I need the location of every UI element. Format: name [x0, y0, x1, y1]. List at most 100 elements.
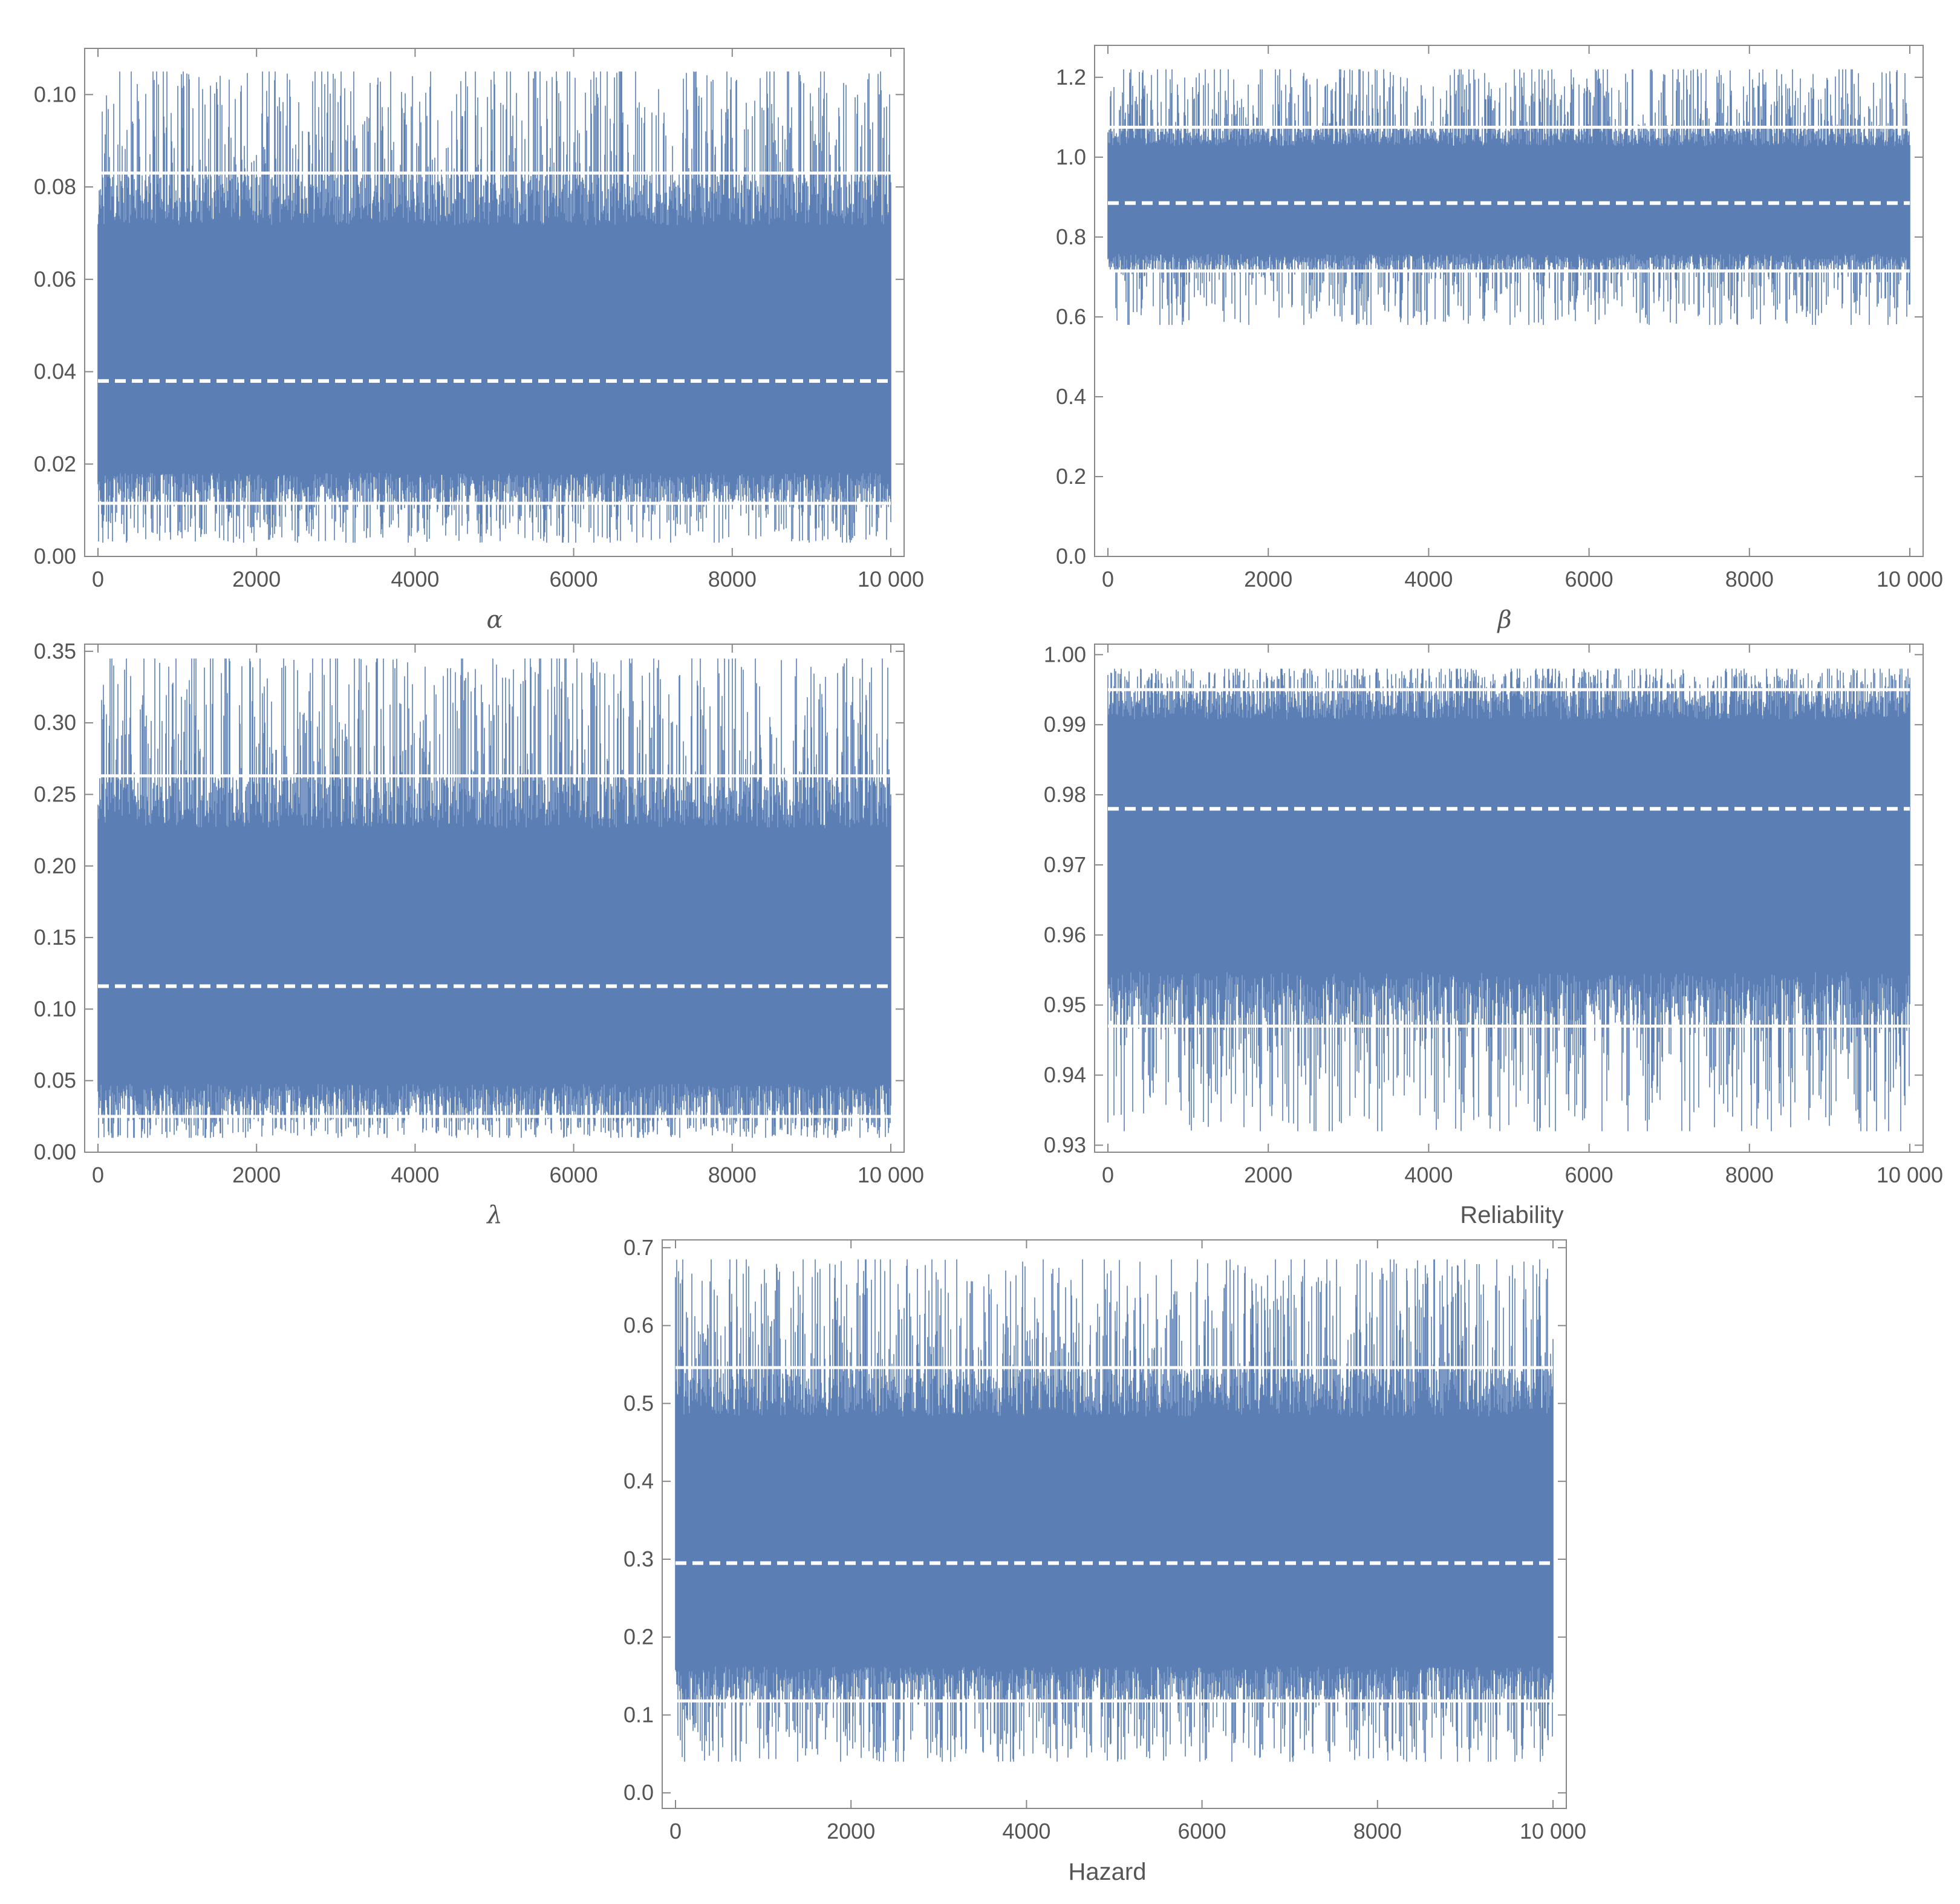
y-tick-label: 0.10	[34, 82, 76, 106]
x-axis-label: Hazard	[1069, 1859, 1147, 1885]
plot-frame	[662, 1239, 1567, 1809]
reference-lines	[1108, 125, 1910, 273]
y-tick-label: 0.7	[623, 1235, 654, 1260]
y-tick-label: 0.98	[1044, 782, 1086, 807]
trace-series	[1107, 668, 1910, 1132]
axis-ticks: 0 2000 4000 6000 8000 10 000 0.00 0.05 0.10 0.15 0…	[34, 639, 924, 1187]
y-tick-label: 0.3	[623, 1547, 654, 1571]
plot-frame	[84, 644, 905, 1153]
reference-lines	[1108, 688, 1910, 1028]
trace-line	[97, 71, 891, 543]
x-tick-label: 6000	[550, 1162, 598, 1187]
y-tick-label: 0.6	[623, 1313, 654, 1338]
x-tick-label: 8000	[1725, 1162, 1774, 1187]
y-tick-label: 0.00	[34, 1139, 76, 1164]
y-tick-label: 0.00	[34, 544, 76, 569]
plot-frame	[84, 48, 905, 557]
y-tick-label: 0.97	[1044, 852, 1086, 877]
y-tick-label: 0.04	[34, 359, 76, 384]
x-tick-label: 8000	[1353, 1819, 1402, 1844]
trace-series	[1107, 69, 1910, 325]
y-tick-label: 0.8	[1056, 224, 1086, 249]
y-tick-label: 0.0	[1056, 544, 1086, 569]
y-tick-label: 0.05	[34, 1068, 76, 1093]
plot-frame	[1094, 644, 1924, 1153]
x-tick-label: 10 000	[1877, 567, 1943, 592]
trace-series	[97, 658, 891, 1138]
y-tick-label: 0.0	[623, 1780, 654, 1805]
y-tick-label: 0.96	[1044, 922, 1086, 947]
axis-ticks: 0 2000 4000 6000 8000 10 000 0.00 0.02 0.04 0.06 0…	[34, 48, 924, 592]
reliability-trace-panel: 0 2000 4000 6000 8000 10 000 0.93 0.94 0.95 0.96 0…	[1044, 642, 1943, 1228]
x-tick-label: 2000	[232, 1162, 281, 1187]
y-tick-label: 0.5	[623, 1391, 654, 1415]
x-tick-label: 6000	[1565, 567, 1613, 592]
y-tick-label: 0.15	[34, 925, 76, 950]
x-tick-label: 0	[669, 1819, 682, 1844]
y-tick-label: 0.95	[1044, 993, 1086, 1017]
x-tick-label: 2000	[1244, 567, 1292, 592]
y-tick-label: 0.35	[34, 639, 76, 663]
plot-frame	[1094, 45, 1924, 557]
x-tick-label: 2000	[1244, 1162, 1292, 1187]
x-tick-label: 0	[1102, 567, 1114, 592]
x-tick-label: 10 000	[858, 1162, 924, 1187]
y-tick-label: 0.30	[34, 710, 76, 735]
x-tick-label: 8000	[708, 567, 757, 592]
x-axis-label: Reliability	[1460, 1202, 1563, 1228]
x-tick-label: 6000	[1565, 1162, 1613, 1187]
axis-ticks: 0 2000 4000 6000 8000 10 000 0.0 0.2 0.4 0.6 0.8 1.…	[1056, 45, 1943, 592]
y-tick-label: 1.00	[1044, 642, 1086, 667]
hazard-trace-panel: 0 2000 4000 6000 8000 10 000 0.0 0.1 0.2 0.3 0.4 0.…	[623, 1235, 1586, 1885]
trace-line	[97, 658, 891, 1138]
alpha-trace-panel: 0 2000 4000 6000 8000 10 000 0.00 0.02 0.04 0.06 0…	[34, 48, 924, 634]
y-tick-label: 0.20	[34, 853, 76, 878]
y-tick-label: 0.4	[623, 1469, 654, 1493]
x-tick-label: 0	[1102, 1162, 1114, 1187]
lambda-trace-panel: 0 2000 4000 6000 8000 10 000 0.00 0.05 0.10 0.15 0…	[34, 639, 924, 1229]
y-tick-label: 0.02	[34, 451, 76, 476]
x-tick-label: 0	[92, 567, 104, 592]
y-tick-label: 0.25	[34, 781, 76, 806]
x-axis-label: λ	[486, 1201, 502, 1229]
axis-ticks: 0 2000 4000 6000 8000 10 000 0.0 0.1 0.2 0.3 0.4 0.…	[623, 1235, 1586, 1844]
y-tick-label: 0.99	[1044, 712, 1086, 737]
reference-lines	[98, 171, 891, 505]
x-tick-label: 2000	[232, 567, 281, 592]
y-tick-label: 0.2	[1056, 464, 1086, 489]
x-axis-label: α	[486, 606, 503, 634]
x-tick-label: 4000	[1002, 1819, 1050, 1844]
y-tick-label: 1.0	[1056, 145, 1086, 169]
trace-line	[1107, 668, 1910, 1132]
x-tick-label: 4000	[1404, 1162, 1453, 1187]
x-tick-label: 8000	[708, 1162, 757, 1187]
y-tick-label: 0.94	[1044, 1063, 1086, 1087]
y-tick-label: 1.2	[1056, 65, 1086, 90]
y-tick-label: 0.93	[1044, 1132, 1086, 1157]
y-tick-label: 0.6	[1056, 304, 1086, 329]
x-tick-label: 10 000	[858, 567, 924, 592]
trace-series	[675, 1259, 1554, 1762]
reference-lines	[98, 774, 891, 1118]
x-tick-label: 8000	[1725, 567, 1774, 592]
x-tick-label: 4000	[391, 1162, 439, 1187]
x-tick-label: 4000	[391, 567, 439, 592]
y-tick-label: 0.1	[623, 1702, 654, 1727]
y-tick-label: 0.4	[1056, 384, 1086, 409]
x-tick-label: 10 000	[1877, 1162, 1943, 1187]
x-tick-label: 2000	[827, 1819, 875, 1844]
x-axis-label: β	[1496, 606, 1511, 634]
x-tick-label: 10 000	[1520, 1819, 1586, 1844]
trace-line	[675, 1259, 1554, 1762]
trace-series	[97, 71, 891, 543]
y-tick-label: 0.06	[34, 267, 76, 292]
x-tick-label: 6000	[1178, 1819, 1226, 1844]
x-tick-label: 6000	[550, 567, 598, 592]
y-tick-label: 0.08	[34, 174, 76, 199]
x-tick-label: 4000	[1404, 567, 1453, 592]
y-tick-label: 0.10	[34, 996, 76, 1021]
trace-line	[1107, 69, 1910, 325]
axis-ticks: 0 2000 4000 6000 8000 10 000 0.93 0.94 0.95 0.96 0…	[1044, 642, 1943, 1187]
x-tick-label: 0	[92, 1162, 104, 1187]
